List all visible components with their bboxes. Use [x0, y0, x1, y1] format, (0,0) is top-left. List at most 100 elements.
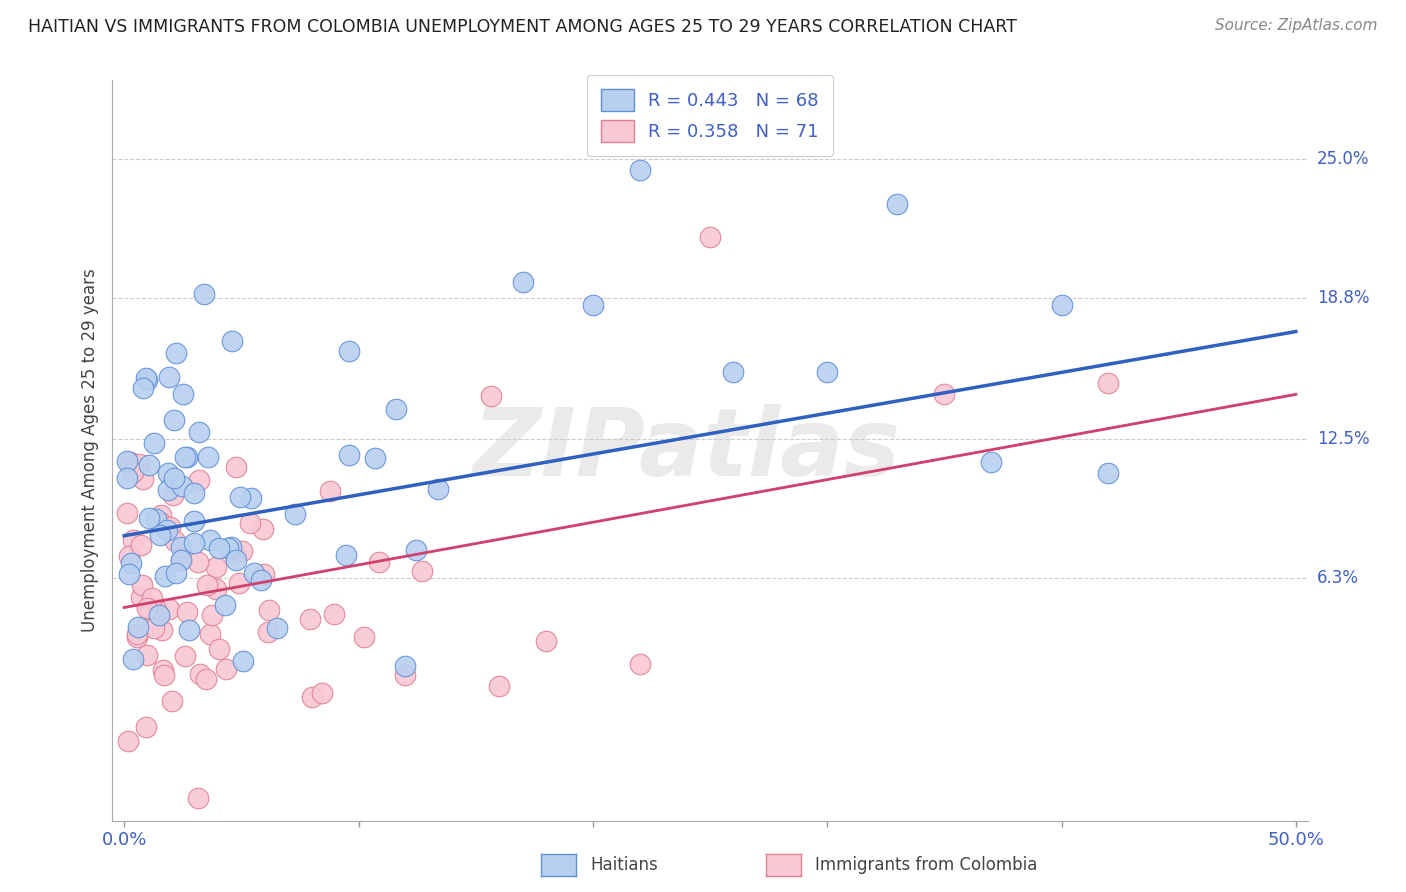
Point	[162, 488, 184, 502]
Point	[173, 649, 195, 664]
Point	[337, 448, 360, 462]
Point	[122, 465, 145, 479]
Text: 25.0%: 25.0%	[1317, 150, 1369, 168]
Point	[136, 648, 159, 663]
Point	[127, 627, 149, 641]
Point	[815, 365, 838, 379]
Point	[141, 591, 163, 605]
Text: 12.5%: 12.5%	[1317, 430, 1369, 449]
Point	[201, 608, 224, 623]
Point	[172, 387, 194, 401]
Point	[135, 720, 157, 734]
Point	[339, 344, 361, 359]
Point	[257, 603, 280, 617]
Point	[187, 555, 209, 569]
Point	[221, 334, 243, 348]
Point	[323, 607, 346, 621]
Point	[122, 651, 145, 665]
Point	[129, 590, 152, 604]
Point	[394, 668, 416, 682]
Y-axis label: Unemployment Among Ages 25 to 29 years: Unemployment Among Ages 25 to 29 years	[80, 268, 98, 632]
Text: Source: ZipAtlas.com: Source: ZipAtlas.com	[1215, 18, 1378, 33]
Point	[215, 663, 238, 677]
Legend: R = 0.443   N = 68, R = 0.358   N = 71: R = 0.443 N = 68, R = 0.358 N = 71	[586, 75, 834, 156]
Point	[131, 577, 153, 591]
Point	[117, 734, 139, 748]
Point	[156, 483, 179, 498]
Point	[163, 471, 186, 485]
Text: Immigrants from Colombia: Immigrants from Colombia	[815, 856, 1038, 874]
Text: ZIPatlas: ZIPatlas	[472, 404, 900, 497]
Point	[143, 621, 166, 635]
Point	[139, 603, 162, 617]
Point	[319, 483, 342, 498]
Point	[197, 450, 219, 464]
Point	[228, 576, 250, 591]
Point	[243, 566, 266, 580]
Point	[628, 657, 651, 671]
Point	[219, 541, 242, 555]
Point	[174, 450, 197, 464]
Point	[188, 667, 211, 681]
Point	[229, 490, 252, 504]
Point	[1097, 376, 1119, 391]
Point	[153, 569, 176, 583]
Point	[195, 578, 218, 592]
Point	[170, 552, 193, 566]
Point	[252, 522, 274, 536]
Point	[368, 555, 391, 569]
Point	[183, 536, 205, 550]
Point	[934, 387, 956, 401]
Point	[115, 471, 138, 485]
Point	[250, 573, 273, 587]
Point	[628, 163, 651, 178]
Point	[165, 566, 187, 580]
Point	[225, 460, 247, 475]
Point	[534, 634, 557, 648]
Point	[118, 567, 141, 582]
Point	[145, 600, 167, 615]
Point	[120, 556, 142, 570]
Point	[187, 474, 209, 488]
Point	[266, 621, 288, 635]
Point	[257, 624, 280, 639]
Text: Haitians: Haitians	[591, 856, 658, 874]
Point	[411, 564, 433, 578]
Point	[200, 626, 222, 640]
Point	[194, 672, 217, 686]
Point	[183, 514, 205, 528]
Point	[723, 365, 745, 379]
Point	[886, 196, 908, 211]
Point	[156, 466, 179, 480]
Point	[512, 275, 534, 289]
Point	[152, 668, 174, 682]
Point	[149, 508, 172, 523]
Point	[335, 548, 357, 562]
Point	[427, 482, 450, 496]
Point	[301, 690, 323, 705]
Point	[481, 389, 503, 403]
Text: HAITIAN VS IMMIGRANTS FROM COLOMBIA UNEMPLOYMENT AMONG AGES 25 TO 29 YEARS CORRE: HAITIAN VS IMMIGRANTS FROM COLOMBIA UNEM…	[28, 18, 1017, 36]
Point	[143, 435, 166, 450]
Point	[138, 458, 160, 473]
Point	[231, 544, 253, 558]
Point	[135, 601, 157, 615]
Point	[232, 654, 254, 668]
Point	[200, 533, 222, 548]
Point	[980, 455, 1002, 469]
Point	[165, 346, 187, 360]
Point	[128, 457, 150, 471]
Point	[239, 491, 262, 505]
Point	[179, 624, 201, 638]
Point	[169, 541, 191, 555]
Point	[132, 381, 155, 395]
Point	[157, 369, 180, 384]
Point	[239, 516, 262, 531]
Point	[145, 512, 167, 526]
Point	[132, 472, 155, 486]
Point	[129, 538, 152, 552]
Point	[253, 566, 276, 581]
Point	[176, 605, 198, 619]
Point	[699, 230, 721, 244]
Point	[138, 511, 160, 525]
